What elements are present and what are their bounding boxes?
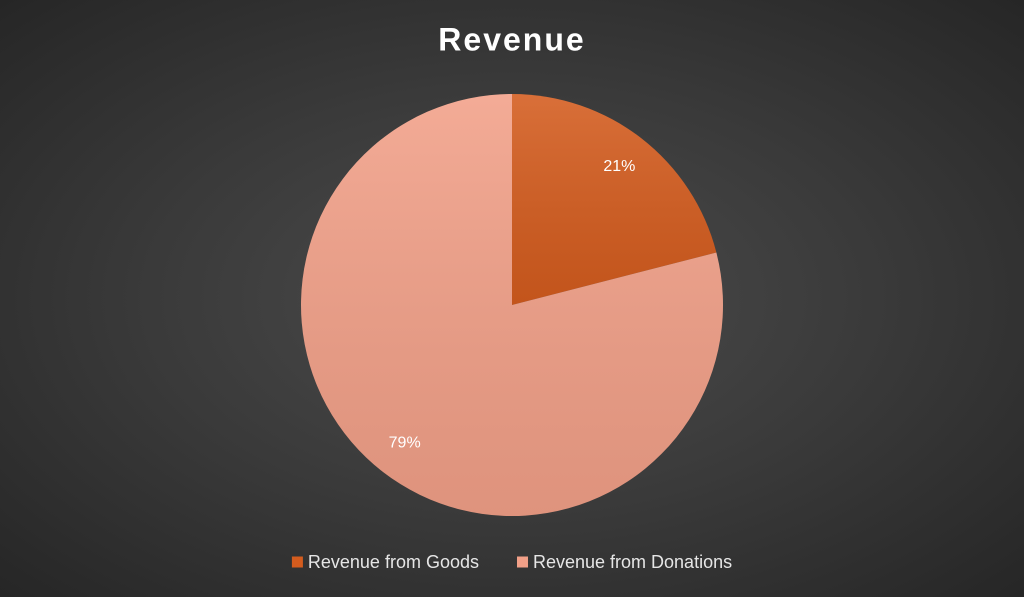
- data-label: 21%: [603, 158, 635, 175]
- legend-label: Revenue from Donations: [533, 552, 732, 572]
- data-label: 79%: [389, 435, 421, 452]
- legend-swatch: [291, 556, 303, 568]
- legend-swatch: [516, 556, 528, 568]
- chart-title: Revenue: [438, 21, 585, 57]
- legend-label: Revenue from Goods: [308, 552, 479, 572]
- slice-shade: [512, 94, 717, 305]
- slice-shade: [301, 94, 723, 516]
